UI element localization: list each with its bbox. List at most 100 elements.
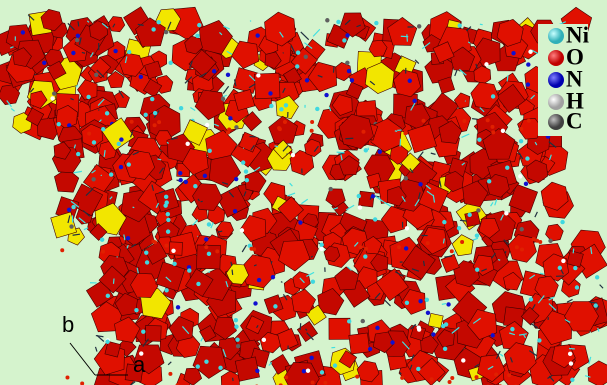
atom [86, 95, 90, 99]
atom [166, 218, 170, 222]
atom [298, 220, 302, 224]
water-oxygen [87, 132, 91, 136]
atom [558, 266, 562, 270]
atom [203, 174, 207, 178]
water-oxygen [475, 375, 479, 379]
water-oxygen [430, 377, 434, 381]
water-oxygen [204, 245, 208, 249]
atom [291, 153, 295, 157]
water-oxygen [310, 120, 314, 124]
atom [284, 103, 288, 107]
atom [302, 369, 306, 373]
atom [491, 94, 495, 98]
bond [281, 282, 282, 283]
atom [537, 338, 541, 342]
atom [233, 209, 237, 213]
bond [337, 152, 345, 153]
water-oxygen [507, 373, 511, 377]
polyhedron [169, 242, 182, 256]
water-oxygen [538, 240, 542, 244]
atom [235, 337, 239, 341]
water-oxygen [153, 240, 157, 244]
atom [568, 352, 572, 356]
bond [243, 148, 244, 149]
atom [457, 23, 461, 27]
polyhedron [145, 325, 161, 341]
water-oxygen [310, 129, 314, 133]
atom [193, 184, 197, 188]
water-oxygen [361, 130, 365, 134]
water-oxygen [494, 373, 498, 377]
water-oxygen [227, 127, 231, 131]
atom [255, 369, 259, 373]
atom [42, 61, 46, 65]
atom [476, 208, 480, 212]
atom [304, 55, 308, 59]
atom [204, 237, 208, 241]
atom [324, 93, 328, 97]
atom [443, 347, 447, 351]
water-oxygen [515, 245, 519, 249]
axis-label-b: b [62, 312, 74, 337]
water-oxygen [355, 375, 359, 379]
atom [475, 233, 479, 237]
atom [76, 152, 80, 156]
atom [178, 171, 182, 175]
atom [144, 250, 148, 254]
atom [187, 268, 191, 272]
water-oxygen [462, 119, 466, 123]
atom [404, 176, 408, 180]
atom [91, 177, 95, 181]
water-oxygen [532, 237, 536, 241]
atom [151, 27, 155, 31]
bond [498, 260, 500, 261]
atom [141, 329, 145, 333]
atom [311, 279, 315, 283]
atom [207, 222, 211, 226]
atom [347, 319, 351, 323]
bond [157, 159, 161, 160]
atom [441, 324, 445, 328]
atom [234, 324, 238, 328]
water-oxygen [527, 119, 531, 123]
atom [156, 20, 160, 24]
atom [374, 21, 378, 25]
atom [575, 285, 579, 289]
atom [526, 62, 530, 66]
atom [461, 358, 465, 362]
water-oxygen [426, 241, 430, 245]
atom [446, 302, 450, 306]
water-oxygen [130, 120, 134, 124]
atom [76, 34, 80, 38]
atom [320, 247, 324, 251]
atom [520, 227, 524, 231]
atom [569, 361, 573, 365]
bond [424, 261, 425, 266]
atom [358, 205, 362, 209]
polyhedron [197, 245, 221, 269]
atom [50, 96, 54, 100]
crystal-structure: Ni O N H C b a [0, 0, 607, 385]
atom [345, 33, 349, 37]
water-oxygen [450, 376, 454, 380]
water-oxygen [153, 123, 157, 127]
atom [501, 129, 505, 133]
atom [186, 142, 190, 146]
atom [457, 226, 461, 230]
bond [232, 270, 233, 275]
atom [477, 137, 481, 141]
water-oxygen [250, 247, 254, 251]
atom [345, 61, 349, 65]
atom [309, 356, 313, 360]
atom [75, 38, 79, 42]
atom [390, 340, 394, 344]
bond [197, 236, 198, 237]
atom [196, 282, 200, 286]
water-oxygen [65, 375, 69, 379]
bond [271, 261, 272, 264]
atom [548, 239, 552, 243]
water-oxygen [283, 120, 287, 124]
atom [164, 288, 168, 292]
water-oxygen [397, 245, 401, 249]
atom [475, 267, 479, 271]
